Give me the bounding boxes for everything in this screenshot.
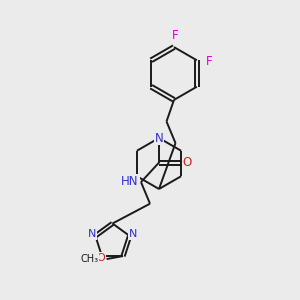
Text: O: O (96, 253, 105, 262)
Text: F: F (206, 55, 213, 68)
Text: O: O (183, 156, 192, 169)
Text: N: N (154, 131, 164, 145)
Text: HN: HN (121, 175, 139, 188)
Text: CH₃: CH₃ (80, 254, 98, 264)
Text: F: F (172, 29, 179, 42)
Text: N: N (88, 230, 97, 239)
Text: N: N (128, 230, 137, 239)
